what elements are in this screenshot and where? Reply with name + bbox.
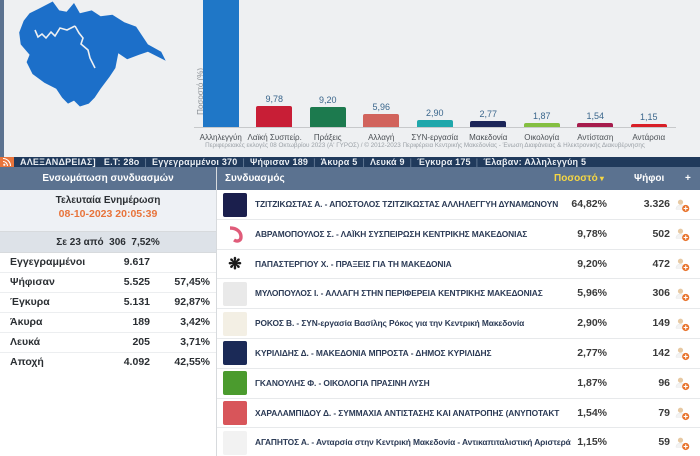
svg-text:❋: ❋ <box>228 256 242 273</box>
